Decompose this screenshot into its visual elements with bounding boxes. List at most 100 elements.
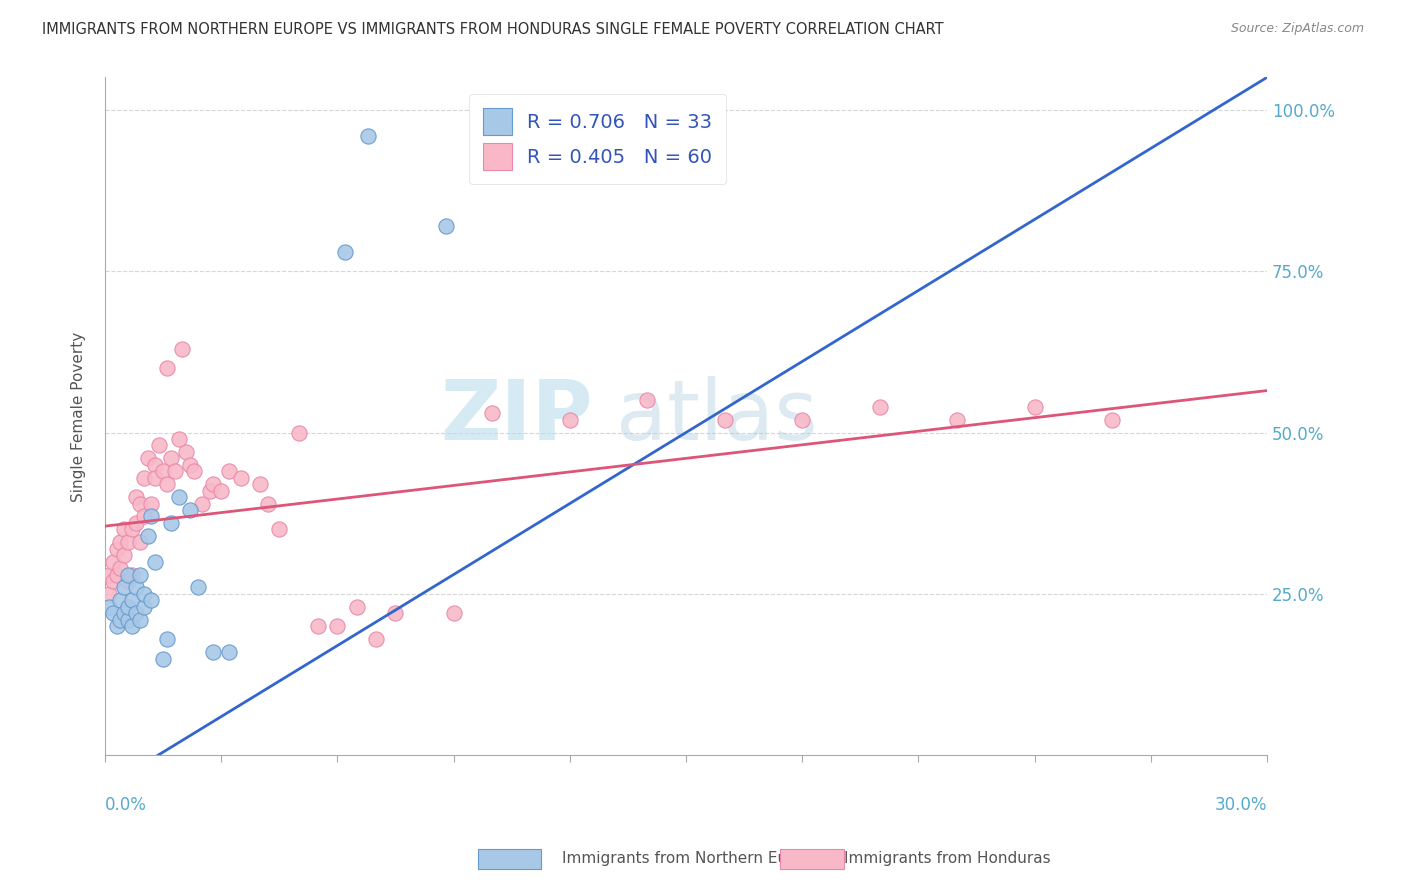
Point xyxy=(269,522,291,536)
Point xyxy=(117,613,139,627)
Text: Immigrants from Northern Europe: Immigrants from Northern Europe xyxy=(562,851,823,865)
Point xyxy=(148,438,170,452)
Point xyxy=(346,599,368,614)
Point xyxy=(112,581,135,595)
Point xyxy=(128,535,150,549)
Point xyxy=(1024,400,1046,414)
Point xyxy=(141,497,163,511)
Point xyxy=(172,342,194,356)
Point xyxy=(202,645,225,659)
Point xyxy=(152,464,174,478)
Text: Source: ZipAtlas.com: Source: ZipAtlas.com xyxy=(1230,22,1364,36)
Point xyxy=(121,593,143,607)
Point xyxy=(110,613,132,627)
Point xyxy=(132,471,155,485)
Text: atlas: atlas xyxy=(616,376,818,457)
Text: Immigrants from Honduras: Immigrants from Honduras xyxy=(844,851,1050,865)
Point xyxy=(176,445,198,459)
Text: IMMIGRANTS FROM NORTHERN EUROPE VS IMMIGRANTS FROM HONDURAS SINGLE FEMALE POVERT: IMMIGRANTS FROM NORTHERN EUROPE VS IMMIG… xyxy=(42,22,943,37)
Text: 0.0%: 0.0% xyxy=(105,796,146,814)
Point xyxy=(156,632,179,647)
Point xyxy=(152,651,174,665)
Point xyxy=(110,561,132,575)
Point xyxy=(229,471,252,485)
Point xyxy=(202,477,225,491)
Point xyxy=(117,535,139,549)
Point xyxy=(105,619,128,633)
Point xyxy=(110,593,132,607)
Point xyxy=(167,432,190,446)
Point xyxy=(713,412,735,426)
Point xyxy=(869,400,891,414)
Point xyxy=(105,541,128,556)
Point xyxy=(179,503,201,517)
Point xyxy=(141,593,163,607)
Point xyxy=(287,425,309,440)
Point xyxy=(364,632,387,647)
Point xyxy=(121,619,143,633)
Point xyxy=(105,567,128,582)
Point xyxy=(121,567,143,582)
Point xyxy=(187,581,209,595)
Text: ZIP: ZIP xyxy=(440,376,593,457)
Point xyxy=(128,497,150,511)
Point xyxy=(209,483,232,498)
Point xyxy=(101,574,124,588)
Point xyxy=(143,555,166,569)
Point xyxy=(256,497,278,511)
Point xyxy=(636,393,658,408)
Point xyxy=(1101,412,1123,426)
Point xyxy=(128,613,150,627)
Point xyxy=(136,451,159,466)
Point xyxy=(112,607,135,621)
Point xyxy=(946,412,969,426)
Point xyxy=(792,412,814,426)
Point xyxy=(110,535,132,549)
Point xyxy=(434,219,457,233)
Text: 30.0%: 30.0% xyxy=(1215,796,1267,814)
Point xyxy=(117,574,139,588)
Point xyxy=(97,567,120,582)
Point xyxy=(179,458,201,472)
Point xyxy=(481,406,503,420)
Point xyxy=(97,599,120,614)
Point xyxy=(249,477,271,491)
Point xyxy=(198,483,221,498)
Point xyxy=(125,581,148,595)
Point xyxy=(160,516,183,530)
Point xyxy=(163,464,186,478)
Point xyxy=(443,607,465,621)
Point xyxy=(101,555,124,569)
Point xyxy=(141,509,163,524)
Point xyxy=(333,244,356,259)
Point xyxy=(191,497,214,511)
Point xyxy=(384,607,406,621)
Point xyxy=(143,458,166,472)
Point xyxy=(117,567,139,582)
Point xyxy=(183,464,205,478)
Point xyxy=(97,587,120,601)
Point xyxy=(218,645,240,659)
Point xyxy=(125,607,148,621)
Point xyxy=(125,490,148,504)
Point xyxy=(307,619,329,633)
Point xyxy=(558,412,581,426)
Point xyxy=(128,567,150,582)
Point xyxy=(132,599,155,614)
Point xyxy=(121,522,143,536)
Point xyxy=(117,599,139,614)
Point xyxy=(326,619,349,633)
Point xyxy=(156,477,179,491)
Point xyxy=(156,361,179,376)
Point xyxy=(136,529,159,543)
Point xyxy=(357,128,380,143)
Point xyxy=(101,607,124,621)
Point xyxy=(112,522,135,536)
Point xyxy=(167,490,190,504)
Point xyxy=(143,471,166,485)
Legend: R = 0.706   N = 33, R = 0.405   N = 60: R = 0.706 N = 33, R = 0.405 N = 60 xyxy=(470,94,725,184)
Point xyxy=(125,516,148,530)
Point xyxy=(218,464,240,478)
Point xyxy=(160,451,183,466)
Point xyxy=(132,587,155,601)
